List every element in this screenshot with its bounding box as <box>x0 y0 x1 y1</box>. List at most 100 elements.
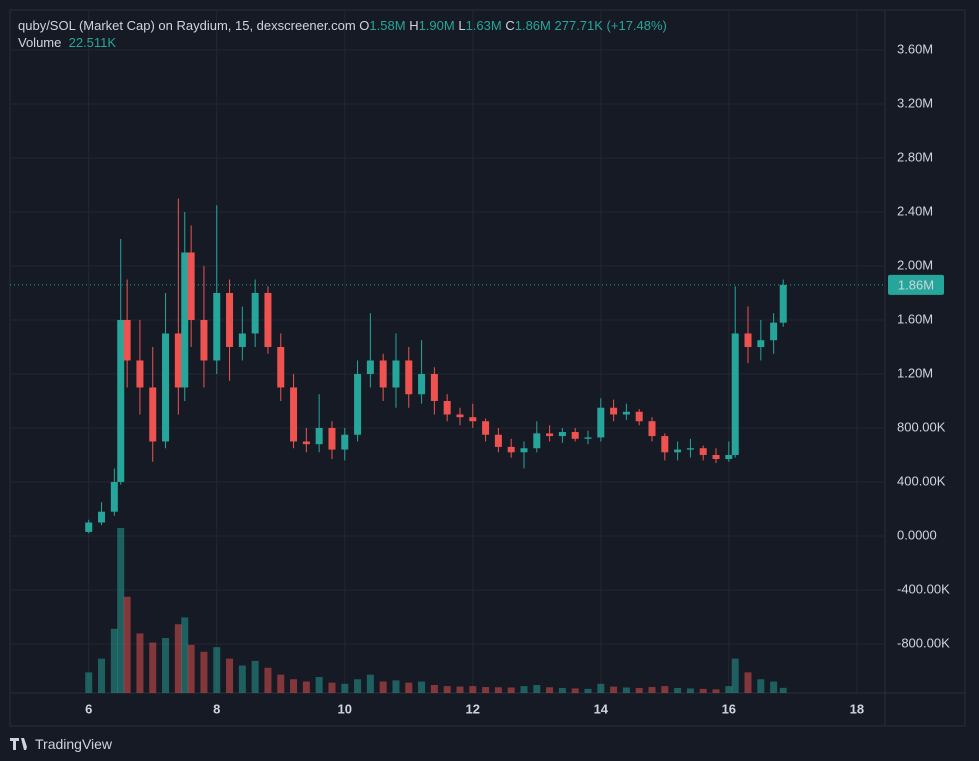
volume-bar <box>674 687 682 693</box>
candle-body <box>674 449 682 453</box>
volume-bar <box>597 683 605 693</box>
volume-bar <box>98 658 106 693</box>
volume-bar <box>200 651 208 693</box>
brand-name: TradingView <box>35 736 113 752</box>
title: quby/SOL (Market Cap) on Raydium, 15, de… <box>18 18 356 33</box>
volume-bar <box>744 672 752 693</box>
x-tick-label: 14 <box>594 701 609 716</box>
volume-bar <box>328 682 336 693</box>
candle-body <box>181 252 189 388</box>
candle-body <box>712 454 720 460</box>
volume-bar <box>731 658 739 693</box>
volume-bar <box>686 688 694 693</box>
volume-bar <box>174 624 182 693</box>
last-price-box <box>888 274 944 295</box>
logo <box>10 738 30 750</box>
volume-bar <box>430 684 438 693</box>
volume-bar <box>238 665 246 693</box>
y-tick-label: 2.40M <box>897 203 933 218</box>
candle-body <box>443 400 451 415</box>
volume-bar <box>520 686 528 693</box>
volume-bar <box>85 672 93 693</box>
candle-body <box>162 333 170 442</box>
candle-body <box>622 411 630 415</box>
header-row: quby/SOL (Market Cap) on Raydium, 15, de… <box>18 17 667 34</box>
candle-body <box>315 427 323 445</box>
candle-body <box>779 284 787 323</box>
volume-bar <box>226 658 234 693</box>
candle-body <box>174 333 182 388</box>
ohlc-value: 1.86M <box>514 18 551 33</box>
candle-body <box>494 434 502 447</box>
volume-value: 22.511K <box>68 35 117 50</box>
candle-body <box>226 292 234 347</box>
volume-bar <box>354 679 362 693</box>
brand: TradingView <box>10 736 112 752</box>
ohlc-value: 1.90M <box>418 18 455 33</box>
candle-body <box>290 387 298 442</box>
ohlc-key: L <box>458 18 466 33</box>
volume-bar <box>443 686 451 693</box>
volume-bar <box>315 676 323 693</box>
y-tick-label: -800.00K <box>897 635 950 650</box>
volume-bar <box>149 642 157 693</box>
ohlc-key: O <box>359 18 370 33</box>
volume-bar <box>181 617 189 693</box>
volume-row: Volume 22.511K <box>18 34 667 51</box>
volume-bar <box>494 687 502 693</box>
candle-body <box>98 511 106 523</box>
change: 277.71K (+17.48%) <box>554 18 667 33</box>
y-tick-label: 2.00M <box>897 257 933 272</box>
volume-bar <box>533 684 541 693</box>
volume-bar <box>117 528 125 693</box>
candle-body <box>136 360 144 388</box>
candle-body <box>584 437 592 439</box>
volume-bar <box>405 682 413 693</box>
volume-bar <box>264 667 272 693</box>
volume-bar <box>757 679 765 693</box>
volume-bar <box>162 638 170 693</box>
candle-body <box>392 360 400 388</box>
candle-body <box>482 421 490 435</box>
volume-bar <box>546 687 554 693</box>
y-tick-label: 3.20M <box>897 95 933 110</box>
volume-bar <box>277 674 285 693</box>
candle-body <box>341 434 349 450</box>
ohlc-value: 1.58M <box>369 18 406 33</box>
volume-bar <box>507 687 515 693</box>
candle-body <box>328 427 336 450</box>
volume-bar <box>469 686 477 693</box>
candle-body <box>117 319 125 482</box>
candle-body <box>213 292 221 361</box>
volume-bar <box>302 681 310 693</box>
candle-body <box>405 360 413 395</box>
volume-bar <box>648 687 656 693</box>
candle-body <box>610 407 618 415</box>
volume-bar <box>341 683 349 693</box>
volume-bar <box>187 644 195 693</box>
y-tick-label: 1.60M <box>897 311 933 326</box>
candle-body <box>149 387 157 442</box>
ohlc-key: H <box>409 18 419 33</box>
candle-body <box>354 373 362 435</box>
y-tick-label: 800.00K <box>897 419 946 434</box>
y-tick-label: -400.00K <box>897 581 950 596</box>
candle-body <box>418 373 426 395</box>
candle-body <box>110 481 118 512</box>
volume-label: Volume <box>18 35 62 50</box>
candle-body <box>744 333 752 347</box>
candle-body <box>507 446 515 453</box>
volume-bar <box>584 688 592 693</box>
volume-bar <box>418 681 426 693</box>
y-tick-label: 2.80M <box>897 149 933 164</box>
candle-body <box>187 252 195 320</box>
candle-body <box>251 292 259 334</box>
volume-bar <box>482 687 490 693</box>
candle-body <box>277 346 285 388</box>
volume-bar <box>725 686 733 693</box>
candle-body <box>366 360 374 374</box>
x-tick-label: 12 <box>466 701 480 716</box>
volume-bar <box>290 679 298 693</box>
candle-body <box>731 333 739 455</box>
